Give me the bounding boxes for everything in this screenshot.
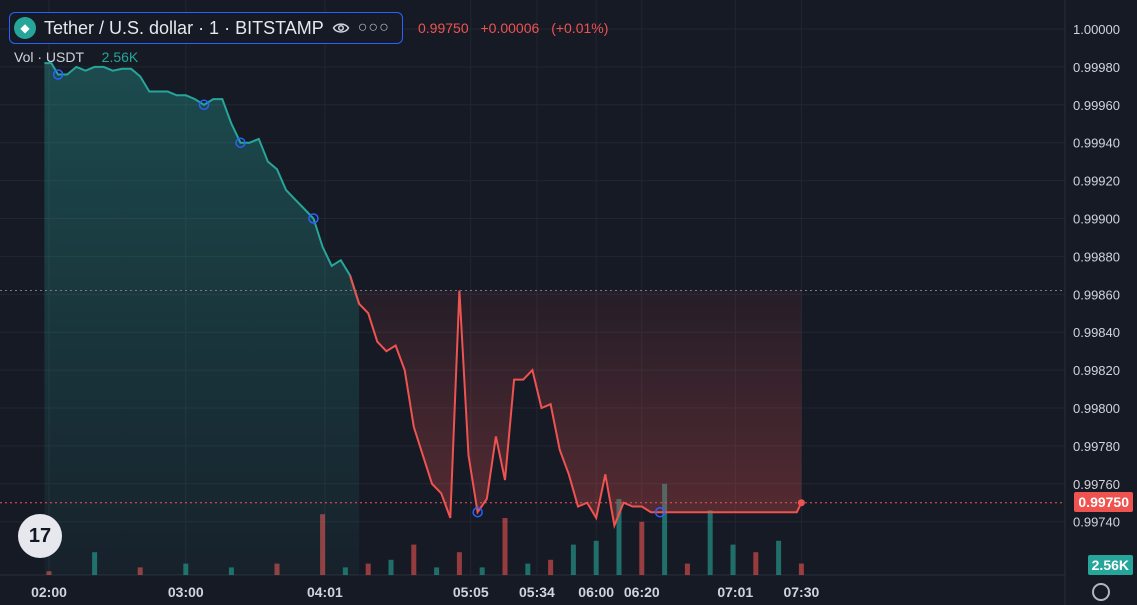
y-tick-label: 0.99840 xyxy=(1073,325,1120,340)
y-tick-label: 0.99880 xyxy=(1073,249,1120,264)
eye-icon[interactable] xyxy=(332,19,350,37)
volume-bar xyxy=(730,544,736,575)
y-tick-label: 1.00000 xyxy=(1073,22,1120,37)
volume-bar xyxy=(776,540,782,575)
y-tick-label: 0.99740 xyxy=(1073,515,1120,530)
x-tick-label: 06:00 xyxy=(578,584,614,600)
volume-bar xyxy=(798,563,804,575)
volume-bar xyxy=(548,559,554,575)
event-marker xyxy=(198,99,210,111)
x-tick-label: 05:34 xyxy=(519,584,555,600)
volume-bar xyxy=(753,552,759,575)
volume-bar xyxy=(479,567,485,575)
tether-logo-icon: ◆ xyxy=(14,17,36,39)
event-marker xyxy=(235,137,246,148)
x-tick-label: 07:30 xyxy=(783,584,819,600)
y-tick-label: 0.99760 xyxy=(1073,477,1120,492)
event-marker xyxy=(654,506,666,518)
volume-bar xyxy=(525,563,531,575)
price-change-pct: (+0.01%) xyxy=(551,20,609,36)
y-tick-label: 0.99920 xyxy=(1073,174,1120,189)
price-line-down xyxy=(349,274,803,530)
y-tick-label: 0.99860 xyxy=(1073,287,1120,302)
volume-bar xyxy=(684,563,690,575)
volume-bar xyxy=(456,552,462,575)
gear-icon[interactable] xyxy=(1092,583,1110,601)
y-tick-label: 0.99800 xyxy=(1073,401,1120,416)
x-tick-label: 05:05 xyxy=(453,584,489,600)
price-change: +0.00006 xyxy=(480,20,540,36)
tradingview-logo-icon[interactable]: 17 xyxy=(18,514,62,558)
last-price: 0.99750 xyxy=(418,20,469,36)
y-tick-label: 0.99820 xyxy=(1073,363,1120,378)
y-tick-label: 0.99900 xyxy=(1073,212,1120,227)
symbol-legend[interactable]: ◆ Tether / U.S. dollar · 1 · BITSTAMP ○○… xyxy=(9,12,403,44)
volume-bar xyxy=(616,499,622,575)
y-tick-label: 0.99940 xyxy=(1073,136,1120,151)
volume-bar xyxy=(707,510,713,575)
x-tick-label: 02:00 xyxy=(31,584,67,600)
event-marker xyxy=(52,69,64,80)
volume-badge: 2.56K xyxy=(1087,555,1133,575)
volume-bar xyxy=(662,483,668,575)
volume-bar xyxy=(388,559,394,575)
volume-legend[interactable]: Vol · USDT 2.56K xyxy=(14,49,138,65)
y-tick-label: 0.99960 xyxy=(1073,98,1120,113)
area-fill-down xyxy=(349,275,802,526)
volume-bar xyxy=(365,563,371,575)
volume-bar xyxy=(434,567,440,575)
y-tick-label: 0.99780 xyxy=(1073,439,1120,454)
volume-value: 2.56K xyxy=(101,49,139,65)
x-tick-label: 03:00 xyxy=(168,584,204,600)
area-fill-up xyxy=(44,63,360,575)
volume-bar xyxy=(593,540,599,575)
symbol-title: Tether / U.S. dollar · 1 · BITSTAMP xyxy=(44,17,324,38)
x-tick-label: 04:01 xyxy=(307,584,343,600)
volume-label: Vol · USDT xyxy=(14,49,84,65)
last-price-dot xyxy=(797,499,805,507)
x-tick-label: 06:20 xyxy=(624,584,660,600)
event-marker xyxy=(308,213,319,224)
current-price-badge: 0.99750 xyxy=(1074,492,1133,512)
y-tick-label: 0.99980 xyxy=(1073,60,1120,75)
volume-bar xyxy=(639,521,645,575)
event-marker xyxy=(472,506,483,518)
price-quote: 0.99750 +0.00006 (+0.01%) xyxy=(418,20,616,36)
price-line-up xyxy=(44,62,361,305)
volume-bar xyxy=(411,544,417,575)
volume-bar xyxy=(502,518,508,575)
x-tick-label: 07:01 xyxy=(717,584,753,600)
volume-bar xyxy=(570,544,576,575)
more-icon[interactable]: ○○○ xyxy=(357,19,390,36)
